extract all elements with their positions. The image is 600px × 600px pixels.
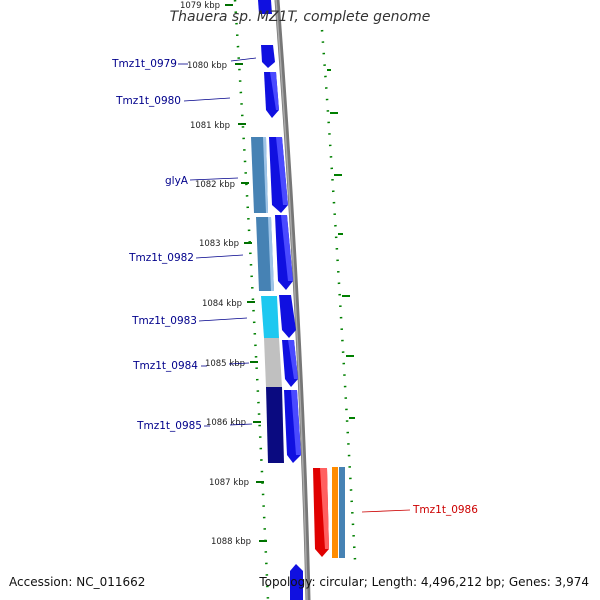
accession-text: Accession: NC_011662 (9, 575, 146, 589)
kbp-ticks (225, 4, 267, 542)
gene-arrow-bottom (290, 564, 303, 600)
kbp-label: 1083 kbp (199, 239, 239, 249)
cog-track (251, 137, 284, 463)
gene-label-0984[interactable]: Tmz1t_0984 (132, 360, 198, 372)
cog-block-0986-orange (332, 467, 338, 558)
kbp-scale: 1079 kbp 1080 kbp 1081 kbp 1082 kbp 1083… (180, 1, 251, 547)
kbp-label: 1084 kbp (202, 299, 242, 309)
kbp-label: 1080 kbp (187, 61, 227, 71)
gene-label-0982[interactable]: Tmz1t_0982 (128, 252, 194, 264)
cds-track (258, 0, 303, 600)
kbp-label: 1087 kbp (209, 478, 249, 488)
gene-labels: Tmz1t_0979 Tmz1t_0980 glyA Tmz1t_0982 Tm… (111, 57, 478, 516)
cog-block-0986-steel (339, 467, 345, 558)
kbp-label: 1081 kbp (190, 121, 230, 131)
gene-label-0979[interactable]: Tmz1t_0979 (111, 58, 177, 70)
gene-label-0985[interactable]: Tmz1t_0985 (136, 420, 202, 432)
gene-label-0983[interactable]: Tmz1t_0983 (131, 315, 197, 327)
gene-label-0980[interactable]: Tmz1t_0980 (115, 95, 181, 107)
gene-arrow-0979 (261, 45, 275, 68)
gene-arrow-top (258, 0, 272, 14)
kbp-label: 1088 kbp (211, 537, 251, 547)
cog-block-0985 (266, 387, 284, 463)
kbp-label: 1079 kbp (180, 1, 220, 11)
gc-content-dots-right (320, 29, 357, 561)
cog-block-0984 (264, 338, 282, 387)
kbp-label: 1085 kbp (205, 359, 245, 369)
gene-label-glya[interactable]: glyA (165, 175, 189, 187)
genome-title: Thauera sp. MZ1T, complete genome (169, 9, 431, 25)
cog-block-0983 (261, 296, 279, 338)
gene-arrow-0983 (279, 295, 296, 338)
reverse-gene-0986 (313, 467, 345, 558)
kbp-label: 1086 kbp (206, 418, 246, 428)
kbp-label: 1082 kbp (195, 180, 235, 190)
topology-text: Topology: circular; Length: 4,496,212 bp… (259, 575, 589, 589)
gene-label-0986[interactable]: Tmz1t_0986 (412, 504, 478, 516)
genome-backbone (274, 0, 311, 600)
